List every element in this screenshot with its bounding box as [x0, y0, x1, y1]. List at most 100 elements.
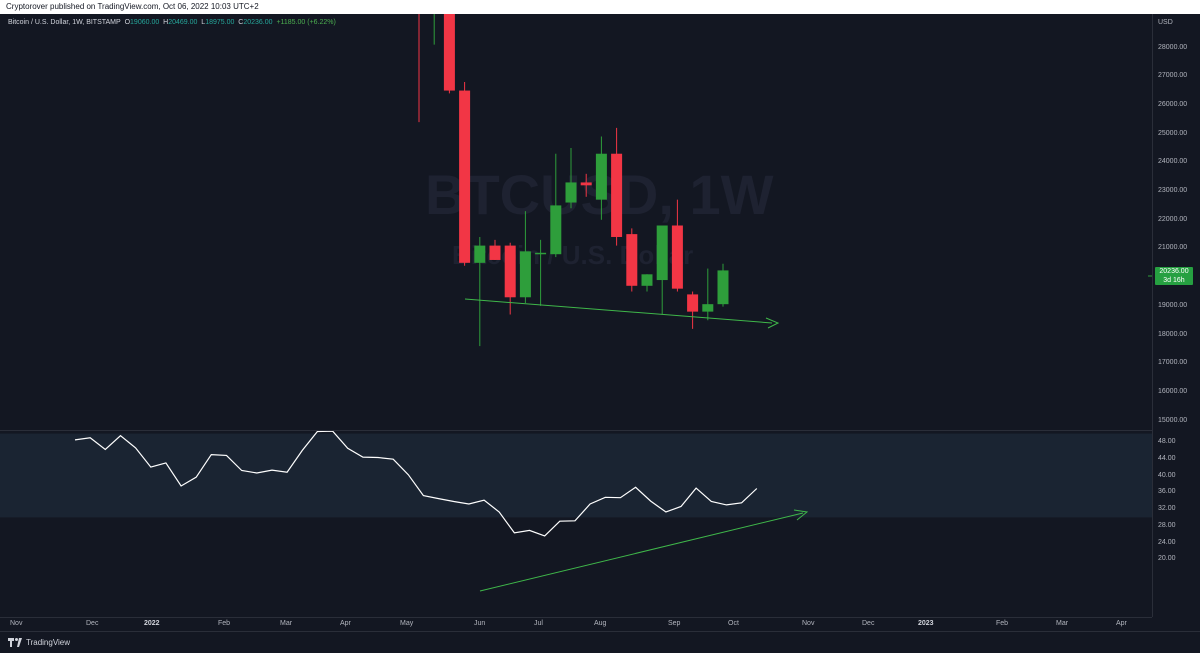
candle-body — [474, 245, 486, 263]
legend-open-label: O — [124, 19, 131, 26]
candle-body — [504, 245, 516, 298]
candle — [519, 211, 531, 304]
candle-body — [535, 252, 547, 255]
price-trendline-arrow — [765, 317, 780, 329]
rsi-tick-label: 20.00 — [1158, 555, 1176, 563]
candle — [504, 242, 516, 315]
candle — [671, 199, 683, 292]
candle — [626, 228, 638, 292]
price-tick-label: 19000.00 — [1158, 301, 1188, 309]
time-label: Jun — [474, 620, 486, 627]
legend-open: 19060.00 — [130, 19, 160, 26]
price-tick-label: 24000.00 — [1158, 158, 1188, 166]
candle-body — [717, 270, 729, 305]
candle — [429, 4, 440, 45]
publisher-bar: Cryptorover published on TradingView.com… — [0, 0, 1200, 14]
candle — [656, 225, 668, 315]
time-label: Apr — [1116, 620, 1127, 627]
legend-close-label: C — [238, 19, 244, 26]
rsi-band — [0, 433, 1152, 518]
price-tick-label: 21000.00 — [1158, 244, 1188, 252]
rsi-tick-label: 32.00 — [1158, 505, 1176, 513]
price-trendline — [464, 298, 773, 324]
time-label: Apr — [340, 620, 351, 627]
time-label: Nov — [802, 620, 815, 627]
candle-body — [702, 304, 714, 312]
time-label: Mar — [1056, 620, 1069, 627]
time-label: Mar — [280, 620, 293, 627]
rsi-line — [74, 431, 758, 537]
legend-high: 20469.00 — [168, 19, 198, 26]
candles — [414, 0, 729, 347]
price-tick-label: 22000.00 — [1158, 215, 1188, 223]
candle-body — [489, 245, 501, 260]
time-label: Aug — [594, 620, 607, 627]
rsi-tick-label: 24.00 — [1158, 538, 1176, 546]
rsi-tick-label: 44.00 — [1158, 454, 1176, 462]
candle-body — [459, 90, 471, 263]
time-label: Nov — [10, 620, 23, 627]
candle-body — [687, 294, 699, 312]
tradingview-logo-icon — [8, 638, 22, 647]
time-label: Jul — [534, 620, 543, 627]
time-label: Sep — [668, 620, 681, 627]
candle-body — [671, 225, 683, 289]
candle-body — [656, 225, 668, 281]
ohlc-legend: Bitcoin / U.S. Dollar, 1W, BITSTAMP O190… — [8, 19, 336, 26]
publisher-text: Cryptorover published on TradingView.com… — [6, 2, 259, 11]
price-tick-label: 28000.00 — [1158, 43, 1188, 51]
candle — [459, 81, 471, 266]
candle — [414, 0, 425, 123]
candle — [550, 153, 562, 258]
price-tick-label: 15000.00 — [1158, 416, 1188, 424]
legend-low: 18975.00 — [205, 19, 235, 26]
legend-high-label: H — [163, 19, 169, 26]
rsi-tick-label: 28.00 — [1158, 521, 1176, 529]
candle-body — [626, 234, 638, 286]
time-label: Dec — [862, 620, 875, 627]
price-tick-label: 16000.00 — [1158, 388, 1188, 396]
time-label: Oct — [728, 620, 739, 627]
current-price-badge: 20236.00 3d 16h — [1155, 267, 1193, 285]
time-label: 2022 — [144, 620, 160, 627]
rsi-trendline-arrow — [793, 509, 809, 521]
candle-body — [443, 14, 455, 91]
candle-body — [550, 205, 562, 255]
candle-body — [429, 4, 440, 10]
price-tick-label: 17000.00 — [1158, 359, 1188, 367]
bar-countdown: 3d 16h — [1163, 277, 1185, 284]
candle — [565, 147, 577, 209]
price-axis[interactable] — [1152, 14, 1200, 617]
candle — [474, 236, 486, 347]
candle-body — [641, 274, 653, 286]
candle-body — [611, 153, 623, 237]
time-axis[interactable] — [0, 617, 1152, 631]
candle — [443, 14, 455, 94]
candle-body — [414, 0, 425, 10]
price-tick-label: 26000.00 — [1158, 100, 1188, 108]
time-label: May — [400, 620, 414, 627]
candle-body — [580, 182, 592, 186]
candle — [595, 136, 607, 220]
tradingview-logo[interactable]: TradingView — [8, 638, 70, 647]
candle — [580, 173, 592, 197]
footer-bar — [0, 631, 1200, 653]
candle — [489, 239, 501, 260]
price-tick-label: 27000.00 — [1158, 72, 1188, 80]
candle — [611, 127, 623, 246]
currency-label: USD — [1158, 19, 1173, 26]
legend-close: 20236.00 — [243, 19, 273, 26]
tradingview-brand: TradingView — [26, 638, 71, 647]
legend-symbol: Bitcoin / U.S. Dollar, 1W, BITSTAMP — [8, 19, 121, 26]
price-tick-label: 18000.00 — [1158, 330, 1188, 338]
rsi-tick-label: 36.00 — [1158, 488, 1176, 496]
candle-body — [519, 251, 531, 298]
time-label: Feb — [218, 620, 231, 627]
time-label: Feb — [996, 620, 1009, 627]
current-price-value: 20236.00 — [1159, 268, 1189, 275]
rsi-tick-label: 48.00 — [1158, 438, 1176, 445]
rsi-tick-label: 40.00 — [1158, 471, 1176, 479]
rsi-trendline — [479, 512, 804, 592]
legend-low-label: L — [201, 19, 206, 26]
